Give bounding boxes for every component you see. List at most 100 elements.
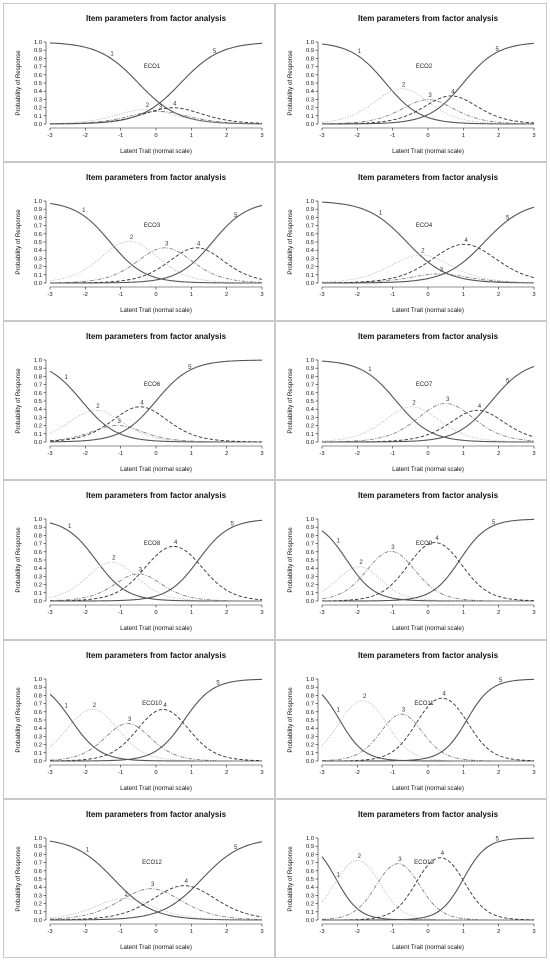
x-tick-label: 0 [154, 610, 157, 616]
y-tick-label: 0.1 [306, 273, 314, 279]
y-tick-label: 0.5 [34, 718, 42, 724]
y-tick-label: 0.5 [306, 240, 314, 246]
y-tick-label: 0.9 [34, 526, 42, 532]
x-tick-label: -3 [47, 929, 52, 935]
x-axis-label: Latent Trait (normal scale) [120, 625, 192, 632]
curve-category-3 [321, 713, 534, 762]
curve-category-5 [322, 206, 535, 284]
chart-svg: Item parameters from factor analysis -3 -2… [15, 810, 264, 951]
y-tick-label: 0.8 [34, 693, 42, 699]
y-tick-label: 1.0 [34, 40, 42, 46]
chart-title: Item parameters from factor analysis [86, 810, 227, 819]
x-tick-label: -2 [83, 133, 88, 139]
curve-label: 5 [499, 678, 503, 684]
x-tick-label: -2 [83, 929, 88, 935]
y-tick-label: 0.6 [306, 232, 314, 238]
curve-category-3 [321, 403, 535, 443]
curve-label: 5 [495, 47, 499, 53]
x-tick-label: -3 [47, 770, 52, 776]
x-tick-label: 3 [260, 292, 263, 298]
curve-category-5 [50, 205, 263, 284]
curve-category-4 [322, 410, 535, 443]
y-tick-label: 0.4 [34, 89, 43, 95]
y-tick-label: 1.0 [306, 199, 314, 205]
x-tick-label: 1 [462, 770, 465, 776]
y-tick-label: 0.1 [306, 432, 314, 438]
chart-title: Item parameters from factor analysis [358, 810, 499, 819]
y-tick-label: 0.6 [34, 73, 42, 79]
x-tick-label: -3 [47, 133, 52, 139]
y-axis-label: Probability of Response [15, 686, 22, 752]
curve-label: 4 [140, 401, 144, 407]
x-tick-label: 3 [260, 133, 263, 139]
curve-category-2 [321, 406, 535, 443]
x-tick-label: -2 [83, 292, 88, 298]
curve-label: 1 [82, 208, 86, 214]
y-tick-label: 0.0 [34, 599, 42, 605]
panel-grid: Item parameters from factor analysis -3 -2… [3, 3, 547, 958]
x-tick-label: 3 [532, 770, 535, 776]
y-tick-label: 0.3 [34, 734, 42, 740]
chart-title: Item parameters from factor analysis [358, 14, 499, 23]
curve-label: 1 [86, 847, 90, 853]
y-tick-label: 0.3 [306, 257, 314, 263]
x-tick-label: -1 [118, 133, 123, 139]
curve-label: 4 [163, 703, 167, 709]
panel-annotation: ECO7 [416, 383, 433, 389]
y-tick-label: 0.8 [306, 852, 314, 858]
x-tick-label: -2 [355, 929, 360, 935]
curve-label: 5 [188, 365, 192, 371]
y-tick-label: 1.0 [34, 677, 42, 683]
x-axis-label: Latent Trait (normal scale) [392, 466, 464, 473]
curve-label: 5 [216, 680, 220, 686]
curve-label: 4 [197, 241, 201, 247]
curve-label: 5 [506, 216, 510, 222]
y-axis-label: Probability of Response [287, 846, 294, 912]
y-tick-label: 0.5 [34, 240, 42, 246]
x-tick-label: -1 [118, 770, 123, 776]
y-axis-label: Probability of Response [287, 50, 294, 116]
curve-label: 4 [442, 691, 446, 697]
curve-label: 3 [428, 93, 432, 99]
y-tick-label: 0.4 [306, 726, 315, 732]
chart-svg: Item parameters from factor analysis -3 -2… [287, 173, 536, 314]
curve-category-3 [321, 863, 534, 921]
y-tick-label: 0.8 [34, 216, 42, 222]
y-tick-label: 0.0 [34, 122, 42, 128]
y-tick-label: 0.1 [306, 750, 314, 756]
y-axis-label: Probability of Response [15, 50, 22, 116]
x-tick-label: -2 [355, 292, 360, 298]
x-axis-label: Latent Trait (normal scale) [392, 307, 464, 314]
x-tick-label: 0 [426, 133, 429, 139]
y-tick-label: 0.4 [34, 885, 43, 891]
x-tick-label: -1 [118, 451, 123, 457]
curve-label: 2 [412, 401, 416, 407]
y-tick-label: 0.7 [306, 224, 314, 230]
x-tick-label: 1 [462, 292, 465, 298]
y-tick-label: 0.0 [306, 599, 314, 605]
chart-svg: Item parameters from factor analysis -3 -2… [287, 491, 536, 632]
x-axis-label: Latent Trait (normal scale) [120, 466, 192, 473]
curve-label: 5 [213, 49, 217, 55]
chart-svg: Item parameters from factor analysis -3 -2… [287, 332, 536, 473]
y-tick-label: 0.9 [34, 685, 42, 691]
chart-svg: Item parameters from factor analysis -3 -2… [287, 810, 536, 951]
x-tick-label: 0 [426, 929, 429, 935]
curve-label: 5 [492, 520, 496, 526]
y-tick-label: 0.4 [34, 248, 43, 254]
chart-svg: Item parameters from factor analysis -3 -2… [15, 491, 264, 632]
curve-label: 4 [174, 540, 178, 546]
x-tick-label: 3 [532, 292, 535, 298]
curve-label: 4 [441, 851, 445, 857]
curve-category-2 [49, 241, 263, 284]
y-tick-label: 0.2 [34, 583, 42, 589]
y-tick-label: 0.6 [306, 391, 314, 397]
y-tick-label: 0.0 [34, 759, 42, 765]
x-tick-label: 0 [154, 770, 157, 776]
y-tick-label: 0.4 [306, 248, 315, 254]
x-tick-label: 2 [497, 770, 500, 776]
curve-label: 3 [446, 397, 450, 403]
x-tick-label: 1 [462, 451, 465, 457]
curve-category-1 [321, 201, 535, 284]
